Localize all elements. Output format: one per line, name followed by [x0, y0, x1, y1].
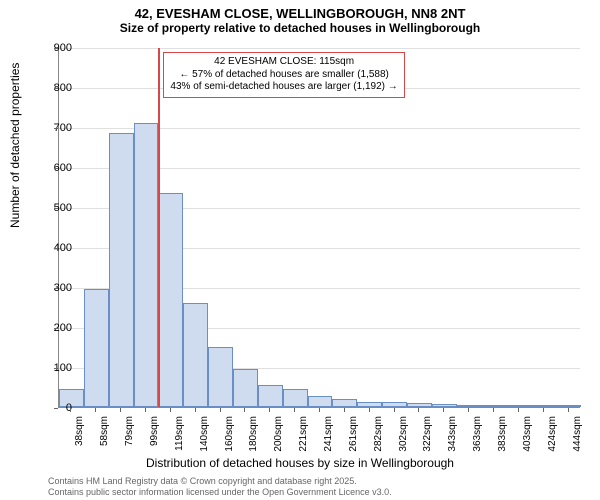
x-tick-label: 200sqm [273, 416, 284, 460]
y-tick-label: 100 [34, 362, 72, 374]
footer-line-2: Contains public sector information licen… [48, 487, 392, 498]
histogram-bar [432, 404, 457, 407]
x-tick-label: 322sqm [422, 416, 433, 460]
histogram-bar [482, 405, 507, 407]
x-tick-label: 343sqm [447, 416, 458, 460]
marker-line [158, 48, 160, 407]
x-tick-label: 241sqm [323, 416, 334, 460]
y-tick-mark [54, 48, 58, 49]
x-tick-label: 140sqm [199, 416, 210, 460]
x-tick-label: 221sqm [298, 416, 309, 460]
histogram-bar [308, 396, 333, 407]
annotation-line-1: 42 EVESHAM CLOSE: 115sqm [170, 56, 397, 69]
histogram-bar [283, 389, 308, 407]
histogram-bar [407, 403, 432, 407]
histogram-bar [134, 123, 159, 407]
y-tick-label: 700 [34, 122, 72, 134]
y-tick-label: 300 [34, 282, 72, 294]
chart-subtitle: Size of property relative to detached ho… [0, 21, 600, 35]
x-tick-mark [468, 408, 469, 412]
x-tick-mark [195, 408, 196, 412]
x-tick-mark [418, 408, 419, 412]
y-tick-mark [54, 328, 58, 329]
y-tick-mark [54, 128, 58, 129]
x-tick-label: 160sqm [224, 416, 235, 460]
histogram-bar [382, 402, 407, 407]
x-tick-label: 444sqm [572, 416, 583, 460]
x-tick-mark [443, 408, 444, 412]
y-tick-mark [54, 88, 58, 89]
x-tick-mark [269, 408, 270, 412]
x-tick-label: 403sqm [522, 416, 533, 460]
x-tick-label: 363sqm [472, 416, 483, 460]
grid-line [59, 48, 580, 49]
x-tick-label: 79sqm [124, 416, 135, 460]
x-tick-mark [145, 408, 146, 412]
y-tick-mark [54, 208, 58, 209]
y-tick-mark [54, 288, 58, 289]
x-tick-mark [369, 408, 370, 412]
plot-area [58, 48, 580, 408]
histogram-bar [531, 405, 556, 407]
y-tick-label: 400 [34, 242, 72, 254]
histogram-bar [84, 289, 109, 407]
histogram-bar [506, 405, 531, 407]
annotation-line-2: ← 57% of detached houses are smaller (1,… [170, 69, 397, 82]
histogram-bar [109, 133, 134, 407]
histogram-bar [332, 399, 357, 407]
y-tick-mark [54, 408, 58, 409]
histogram-bar [457, 405, 482, 407]
x-tick-label: 383sqm [497, 416, 508, 460]
x-tick-mark [543, 408, 544, 412]
x-tick-label: 424sqm [547, 416, 558, 460]
y-tick-mark [54, 248, 58, 249]
histogram-bar [258, 385, 283, 407]
x-tick-label: 282sqm [373, 416, 384, 460]
x-tick-label: 99sqm [149, 416, 160, 460]
y-tick-label: 800 [34, 82, 72, 94]
x-tick-mark [294, 408, 295, 412]
x-tick-label: 302sqm [398, 416, 409, 460]
x-tick-mark [518, 408, 519, 412]
x-tick-mark [493, 408, 494, 412]
x-tick-mark [95, 408, 96, 412]
chart-title: 42, EVESHAM CLOSE, WELLINGBOROUGH, NN8 2… [0, 0, 600, 21]
footer-attribution: Contains HM Land Registry data © Crown c… [48, 476, 392, 498]
x-tick-label: 119sqm [174, 416, 185, 460]
histogram-bar [208, 347, 233, 407]
y-tick-label: 600 [34, 162, 72, 174]
x-tick-mark [170, 408, 171, 412]
x-tick-mark [344, 408, 345, 412]
x-tick-label: 58sqm [99, 416, 110, 460]
histogram-bar [556, 405, 581, 407]
histogram-bar [233, 369, 258, 407]
y-tick-label: 900 [34, 42, 72, 54]
footer-line-1: Contains HM Land Registry data © Crown c… [48, 476, 392, 487]
y-tick-mark [54, 368, 58, 369]
histogram-bar [183, 303, 208, 407]
y-tick-label: 0 [34, 402, 72, 414]
x-tick-mark [394, 408, 395, 412]
x-tick-label: 261sqm [348, 416, 359, 460]
y-tick-mark [54, 168, 58, 169]
y-tick-label: 200 [34, 322, 72, 334]
histogram-bar [357, 402, 382, 407]
x-tick-mark [120, 408, 121, 412]
x-tick-mark [568, 408, 569, 412]
histogram-bar [158, 193, 183, 407]
x-tick-label: 180sqm [248, 416, 259, 460]
y-axis-label: Number of detached properties [8, 63, 22, 228]
x-tick-mark [220, 408, 221, 412]
annotation-line-3: 43% of semi-detached houses are larger (… [170, 81, 397, 94]
y-tick-label: 500 [34, 202, 72, 214]
x-tick-label: 38sqm [74, 416, 85, 460]
annotation-box: 42 EVESHAM CLOSE: 115sqm← 57% of detache… [163, 52, 404, 98]
x-tick-mark [319, 408, 320, 412]
x-tick-mark [70, 408, 71, 412]
x-tick-mark [244, 408, 245, 412]
